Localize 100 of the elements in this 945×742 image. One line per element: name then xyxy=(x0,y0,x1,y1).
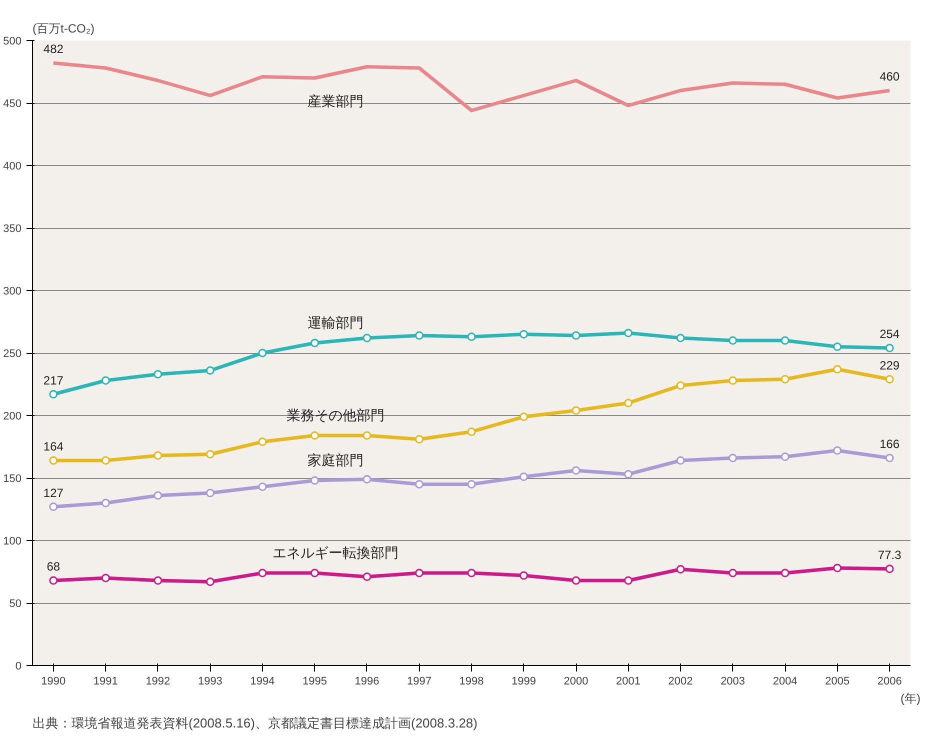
point xyxy=(49,502,58,511)
point xyxy=(362,475,372,484)
point xyxy=(154,491,162,500)
point xyxy=(833,342,842,351)
point xyxy=(258,438,267,446)
x-tick-label: 2005 xyxy=(825,676,850,688)
point xyxy=(624,398,633,408)
point xyxy=(258,348,267,358)
point xyxy=(572,576,580,585)
data-label: 164 xyxy=(43,440,64,454)
x-tick-label: 1996 xyxy=(354,676,380,688)
x-tick-label: 1992 xyxy=(146,676,170,688)
point xyxy=(414,435,424,444)
point xyxy=(572,406,580,415)
y-tick-label: 200 xyxy=(3,410,22,422)
y-tick-label: 250 xyxy=(3,348,22,360)
data-label: 482 xyxy=(43,42,64,56)
x-tick-label: 2000 xyxy=(564,676,588,688)
point xyxy=(780,336,790,345)
y-tick-label: 450 xyxy=(3,98,22,110)
x-tick-label: 1999 xyxy=(512,676,536,688)
point xyxy=(49,576,58,585)
point xyxy=(362,572,372,581)
point xyxy=(728,376,738,385)
data-label: 68 xyxy=(46,560,60,574)
point xyxy=(728,454,738,462)
y-tick-label: 500 xyxy=(3,36,22,48)
point xyxy=(206,578,214,586)
data-label: 254 xyxy=(880,327,900,341)
point xyxy=(520,412,528,421)
point xyxy=(414,568,424,578)
point xyxy=(310,568,319,578)
point xyxy=(206,450,214,458)
point xyxy=(467,332,476,341)
point xyxy=(258,568,267,578)
point xyxy=(206,366,214,375)
point xyxy=(414,331,424,340)
point xyxy=(101,376,110,385)
point xyxy=(467,568,476,578)
x-tick-label: 1997 xyxy=(407,676,432,688)
point xyxy=(414,480,424,488)
data-label: 217 xyxy=(43,373,64,388)
point xyxy=(310,431,319,440)
point xyxy=(467,428,476,436)
series-label: 業務その他部門 xyxy=(286,407,385,423)
data-label: 127 xyxy=(43,486,64,500)
point xyxy=(885,375,894,384)
series-label: 運輸部門 xyxy=(308,314,364,330)
point xyxy=(49,390,58,398)
x-tick-label: 1991 xyxy=(93,676,118,688)
y-tick-label: 300 xyxy=(3,286,22,298)
point xyxy=(520,472,528,481)
y-axis-title: (百万t-CO₂) xyxy=(32,22,94,36)
point xyxy=(833,365,842,374)
point xyxy=(572,331,580,340)
point xyxy=(49,456,58,465)
x-tick-label: 2001 xyxy=(616,676,641,688)
point xyxy=(310,338,319,348)
x-tick-label: 2002 xyxy=(668,676,693,688)
point xyxy=(728,336,738,345)
point xyxy=(624,328,633,338)
point xyxy=(206,488,214,498)
x-tick-label: 1998 xyxy=(459,676,484,688)
point xyxy=(310,476,319,485)
point xyxy=(467,480,476,488)
point xyxy=(780,452,790,461)
y-tick-label: 100 xyxy=(3,536,22,548)
series-label: 家庭部門 xyxy=(308,452,364,468)
point xyxy=(624,470,633,478)
y-tick-label: 0 xyxy=(15,660,22,672)
point xyxy=(258,482,267,491)
point xyxy=(101,498,110,508)
x-tick-label: 2003 xyxy=(720,676,746,688)
point xyxy=(833,446,842,455)
x-tick-label: 1995 xyxy=(302,676,327,688)
source-note: 出典：環境省報道発表資料(2008.5.16)、京都議定書目標達成計画(2008.3.28) xyxy=(32,716,478,730)
x-axis-title: (年) xyxy=(900,692,921,706)
y-tick-label: 400 xyxy=(3,160,22,172)
data-label: 77.3 xyxy=(878,548,902,562)
x-tick-label: 1994 xyxy=(250,676,275,688)
data-label: 166 xyxy=(880,437,900,451)
point xyxy=(780,568,790,578)
point xyxy=(676,381,685,390)
point xyxy=(101,574,110,582)
point xyxy=(676,456,685,465)
x-tick-label: 1990 xyxy=(41,676,66,688)
point xyxy=(885,564,894,574)
y-tick-label: 150 xyxy=(3,473,22,485)
point xyxy=(780,375,790,384)
data-label: 460 xyxy=(880,70,900,84)
point xyxy=(154,370,162,378)
point xyxy=(520,330,528,338)
y-tick-label: 350 xyxy=(3,223,22,235)
x-tick-label: 2004 xyxy=(772,676,798,688)
point xyxy=(885,344,894,352)
point xyxy=(520,571,528,580)
point xyxy=(572,466,580,475)
point xyxy=(624,576,633,585)
point xyxy=(676,334,685,342)
point xyxy=(833,564,842,572)
